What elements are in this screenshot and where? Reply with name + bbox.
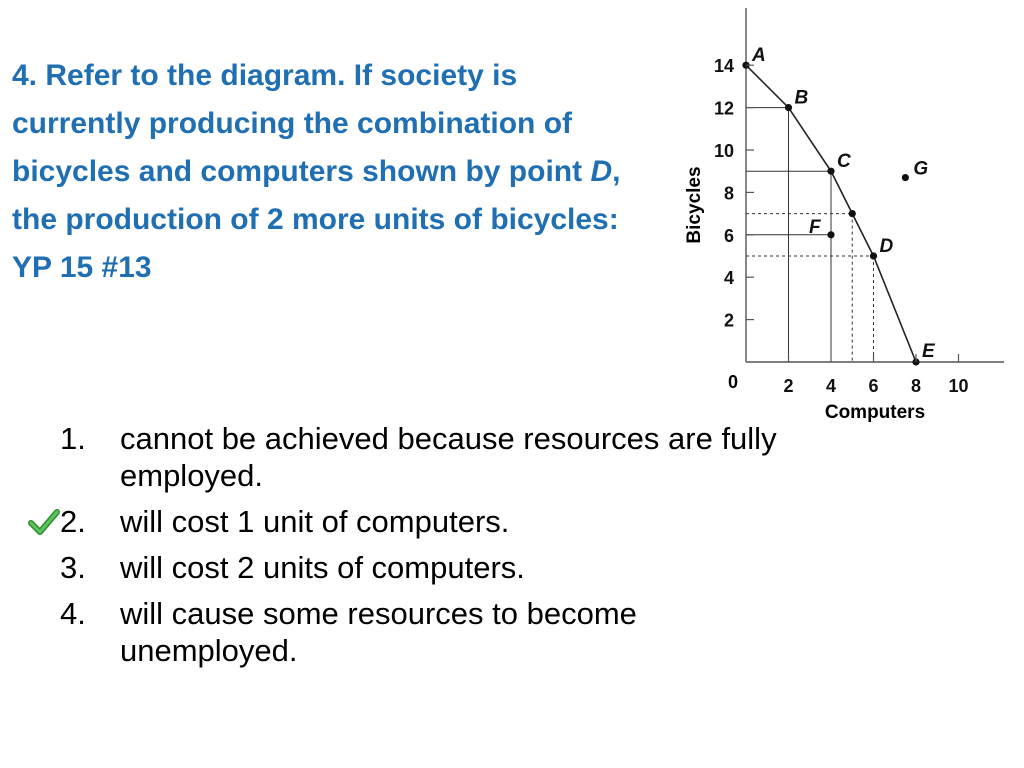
answer-number: 3. [60, 550, 86, 585]
answer-option-1[interactable]: 1. cannot be achieved because resources … [60, 420, 820, 494]
question-text: 4. Refer to the diagram. If society is c… [12, 52, 652, 292]
x-axis-label: Computers [825, 402, 925, 423]
point-label-f: F [809, 217, 822, 238]
point-label-g: G [913, 159, 928, 180]
x-tick-label: 6 [868, 376, 878, 396]
x-tick-label: 8 [911, 376, 921, 396]
ppc-diagram: A B C D E F G 2 4 6 8 10 2 4 6 8 10 12 14 0 Computers Bic… [684, 8, 1004, 423]
answer-option-4[interactable]: 4. will cause some resources to become u… [60, 595, 820, 669]
point-c [827, 167, 835, 175]
chart-points: A B C D E F G [742, 45, 936, 366]
point-g [901, 173, 909, 182]
y-tick-label: 12 [714, 99, 734, 119]
y-tick-label: 14 [714, 56, 734, 76]
checkmark-icon [28, 509, 60, 535]
y-tick-label: 10 [714, 141, 734, 161]
answer-number: 2. [60, 504, 86, 539]
y-tick-label: 4 [724, 268, 734, 288]
y-axis-label: Bicycles [684, 166, 705, 243]
answer-option-2[interactable]: 2. will cost 1 unit of computers. [28, 503, 820, 540]
answer-text: will cost 1 unit of computers. [120, 504, 510, 539]
chart-curve-layer [745, 64, 917, 363]
origin-label: 0 [728, 372, 738, 392]
point-label-a: A [751, 45, 766, 66]
question-point-label: D [590, 155, 613, 188]
answer-number: 1. [60, 421, 86, 456]
x-tick-label: 2 [783, 376, 793, 396]
x-tick-label: 10 [948, 376, 968, 396]
ppc-curve [745, 64, 917, 363]
point-b [784, 104, 793, 112]
question-part-2: , the production of 2 more units of bicy… [12, 155, 621, 284]
point-unlabeled [848, 210, 856, 218]
x-tick-label: 4 [826, 376, 836, 396]
point-label-d: D [880, 236, 894, 257]
answer-text: will cause some resources to become unem… [120, 596, 637, 668]
question-part-1: 4. Refer to the diagram. If society is c… [12, 59, 591, 188]
y-tick-label: 8 [724, 183, 734, 203]
point-label-b: B [795, 88, 809, 109]
point-label-c: C [837, 151, 851, 172]
answer-text: cannot be achieved because resources are… [120, 421, 777, 493]
answer-number: 4. [60, 596, 86, 631]
answer-text: will cost 2 units of computers. [120, 550, 525, 585]
chart-axes [745, 8, 1004, 363]
chart-guides [746, 107, 874, 362]
point-d [869, 252, 878, 260]
answer-option-3[interactable]: 3. will cost 2 units of computers. [60, 549, 820, 586]
point-f [827, 231, 835, 239]
y-tick-label: 2 [724, 311, 734, 331]
chart-ticks: 2 4 6 8 10 2 4 6 8 10 12 14 [714, 56, 969, 396]
y-tick-label: 6 [724, 226, 734, 246]
point-label-e: E [922, 341, 936, 362]
answer-list: 1. cannot be achieved because resources … [28, 420, 820, 678]
